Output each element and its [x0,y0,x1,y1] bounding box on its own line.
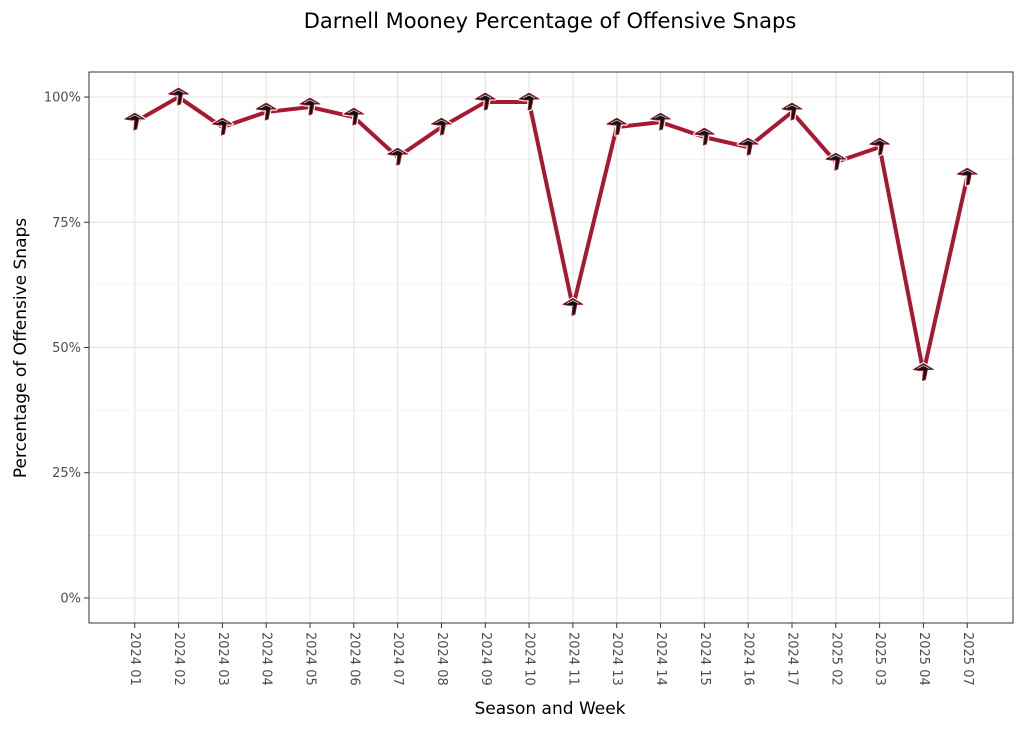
x-tick-label: 2024 17 [784,632,799,686]
x-tick-label: 2024 16 [741,632,756,686]
x-tick-label: 2024 11 [565,632,580,686]
x-tick-label: 2024 13 [609,632,624,686]
y-tick-label: 50% [52,341,81,356]
falcons-logo-icon [955,166,979,187]
falcons-logo-icon [561,296,585,317]
x-tick-label: 2025 04 [916,632,931,686]
y-tick-label: 25% [52,466,81,481]
y-tick-label: 100% [44,91,81,106]
x-tick-label: 2024 08 [434,632,449,686]
x-tick-label: 2024 06 [346,632,361,686]
y-tick-label: 0% [60,591,81,606]
y-axis-title: Percentage of Offensive Snaps [11,218,31,478]
x-tick-label: 2025 03 [872,632,887,686]
x-tick-label: 2025 02 [828,632,843,686]
x-tick-label: 2024 05 [303,632,318,686]
grid [89,72,1013,623]
x-tick-label: 2024 07 [390,632,405,686]
x-tick-label: 2024 15 [697,632,712,686]
y-tick-label: 75% [52,216,81,231]
series-group [123,86,979,383]
axes: 0% 25% 50% 75% 100% 2024 01 2024 02 2024 03 2024… [44,91,975,686]
x-tick-label: 2024 03 [215,632,230,686]
x-tick-label: 2024 01 [127,632,142,686]
x-tick-label: 2025 07 [960,632,975,686]
falcons-logo-icon [386,146,410,167]
x-tick-label: 2024 02 [171,632,186,686]
x-tick-label: 2024 14 [653,632,668,686]
series-line [132,95,970,375]
falcons-logo-icon [911,362,935,383]
chart-title: Darnell Mooney Percentage of Offensive S… [304,9,797,33]
falcons-logo-icon [868,136,892,157]
x-axis-title: Season and Week [474,699,625,719]
x-tick-label: 2024 10 [522,632,537,686]
falcons-logo-icon [123,111,147,132]
x-tick-label: 2024 09 [478,632,493,686]
x-tick-label: 2024 04 [259,632,274,686]
